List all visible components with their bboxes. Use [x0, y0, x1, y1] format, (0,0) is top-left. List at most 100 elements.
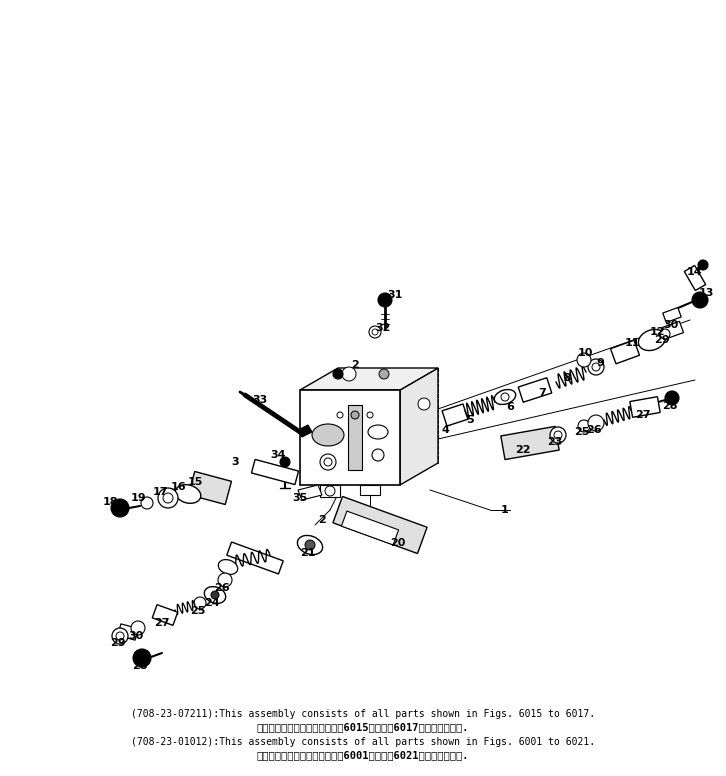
Text: 19: 19 — [130, 493, 146, 503]
Text: 18: 18 — [102, 497, 118, 507]
Polygon shape — [300, 390, 400, 485]
Text: 20: 20 — [391, 538, 406, 548]
Text: 32: 32 — [375, 323, 391, 333]
Text: 3: 3 — [231, 457, 239, 467]
Circle shape — [337, 412, 343, 418]
Text: 34: 34 — [270, 450, 286, 460]
Text: 28: 28 — [132, 661, 148, 671]
Polygon shape — [518, 378, 552, 402]
Circle shape — [351, 411, 359, 419]
Text: 5: 5 — [466, 415, 474, 425]
Circle shape — [665, 391, 679, 405]
Circle shape — [577, 353, 591, 367]
Polygon shape — [300, 368, 438, 390]
Text: 26: 26 — [586, 425, 602, 435]
Circle shape — [320, 454, 336, 470]
Text: このアセンブリの構成部品は第6001図から第6021図まで含みます.: このアセンブリの構成部品は第6001図から第6021図まで含みます. — [257, 750, 469, 760]
Polygon shape — [333, 497, 427, 553]
Text: 14: 14 — [686, 267, 702, 277]
Circle shape — [194, 597, 206, 609]
Circle shape — [131, 621, 145, 635]
Polygon shape — [189, 472, 232, 504]
Text: 30: 30 — [129, 631, 144, 641]
Polygon shape — [298, 485, 322, 500]
Circle shape — [305, 540, 315, 550]
Circle shape — [379, 369, 389, 379]
Ellipse shape — [298, 535, 322, 555]
Circle shape — [141, 497, 153, 509]
Text: 8: 8 — [563, 373, 571, 383]
Text: 27: 27 — [154, 618, 170, 628]
Polygon shape — [442, 404, 468, 426]
Circle shape — [324, 458, 332, 466]
Ellipse shape — [638, 330, 666, 351]
Text: 10: 10 — [577, 348, 592, 358]
Ellipse shape — [219, 559, 237, 574]
Text: 24: 24 — [204, 598, 220, 608]
Text: 29: 29 — [110, 638, 126, 648]
Circle shape — [501, 393, 509, 401]
Polygon shape — [360, 485, 380, 495]
Polygon shape — [501, 426, 559, 459]
Circle shape — [342, 367, 356, 381]
Text: 17: 17 — [152, 487, 168, 497]
Circle shape — [592, 363, 600, 371]
Text: 27: 27 — [635, 410, 650, 420]
Text: このアセンブリの構成部品は第6015図から第6017図まで含みます.: このアセンブリの構成部品は第6015図から第6017図まで含みます. — [257, 722, 469, 732]
Text: 28: 28 — [662, 401, 678, 411]
Ellipse shape — [494, 390, 515, 404]
Text: (708-23-07211):This assembly consists of all parts shown in Figs. 6015 to 6017.: (708-23-07211):This assembly consists of… — [131, 709, 595, 719]
Circle shape — [112, 628, 128, 644]
Ellipse shape — [204, 587, 226, 604]
Polygon shape — [348, 405, 362, 470]
Text: 15: 15 — [187, 477, 203, 487]
Text: 6: 6 — [506, 402, 514, 412]
Text: 30: 30 — [664, 320, 679, 330]
Ellipse shape — [175, 485, 201, 504]
Polygon shape — [298, 425, 312, 437]
Circle shape — [378, 293, 392, 307]
Circle shape — [218, 573, 232, 587]
Text: 23: 23 — [547, 437, 563, 447]
Text: 25: 25 — [574, 427, 590, 437]
Circle shape — [372, 449, 384, 461]
Circle shape — [578, 420, 590, 432]
Text: (708-23-01012):This assembly consists of all parts shown in Figs. 6001 to 6021.: (708-23-01012):This assembly consists of… — [131, 737, 595, 747]
Circle shape — [111, 499, 129, 517]
Text: 26: 26 — [214, 583, 230, 593]
Circle shape — [158, 488, 178, 508]
Circle shape — [369, 326, 381, 338]
Circle shape — [588, 359, 604, 375]
Polygon shape — [663, 321, 683, 338]
Ellipse shape — [312, 424, 344, 446]
Polygon shape — [341, 511, 399, 545]
Text: 9: 9 — [596, 358, 604, 368]
Text: 29: 29 — [654, 335, 670, 345]
Text: 7: 7 — [538, 388, 546, 398]
Text: 16: 16 — [170, 482, 186, 492]
Circle shape — [280, 457, 290, 467]
Text: 33: 33 — [253, 395, 268, 405]
Text: 25: 25 — [190, 606, 205, 616]
Text: 35: 35 — [293, 493, 308, 503]
Circle shape — [116, 632, 124, 640]
Circle shape — [333, 369, 343, 379]
Text: 4: 4 — [441, 425, 449, 435]
Circle shape — [554, 431, 562, 439]
Text: 21: 21 — [301, 548, 316, 558]
Text: 12: 12 — [649, 327, 665, 337]
Circle shape — [372, 329, 378, 335]
Text: 22: 22 — [515, 445, 531, 455]
Ellipse shape — [368, 425, 388, 439]
Text: 2: 2 — [318, 515, 326, 525]
Circle shape — [660, 329, 670, 339]
Polygon shape — [400, 368, 438, 485]
Polygon shape — [685, 265, 706, 290]
Circle shape — [698, 260, 708, 270]
Text: 11: 11 — [624, 338, 640, 348]
Polygon shape — [663, 307, 681, 323]
Text: 2: 2 — [351, 360, 359, 370]
Circle shape — [325, 486, 335, 496]
Text: 13: 13 — [698, 288, 714, 298]
Circle shape — [692, 292, 708, 308]
